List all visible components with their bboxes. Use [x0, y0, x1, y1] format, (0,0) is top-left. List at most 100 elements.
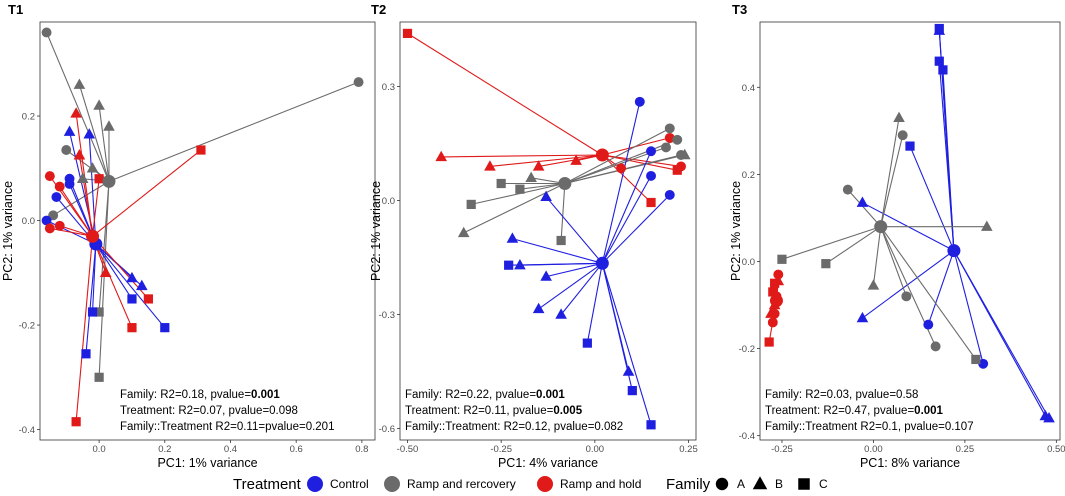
spider-line — [92, 236, 133, 328]
y-tick-label: 0.0 — [742, 257, 755, 268]
y-axis-label: PC2: 1% variance — [1, 181, 15, 281]
panel-t1: T1 0.0 0.2 0.4 0.6 0.8 0.2 0.0 -0.2 -0.4 PC1: 1% v… — [1, 2, 376, 470]
point-control-B — [514, 259, 526, 270]
point-control-C — [504, 260, 514, 270]
point-ramp_recovery-C — [94, 307, 104, 317]
point-ramp_hold-B — [435, 150, 448, 162]
y-tick-label: -0.4 — [739, 431, 755, 442]
point-ramp_recovery-A — [661, 142, 671, 153]
legend-key-control — [307, 476, 323, 492]
point-control-C — [934, 23, 944, 34]
stats-line: Treatment: R2=0.11, pvalue=0.005 — [405, 405, 583, 417]
spider-line — [601, 101, 641, 264]
legend-key-family-A — [715, 477, 729, 491]
spider-line — [601, 175, 652, 264]
y-tick-label: -0.6 — [379, 424, 395, 435]
x-tick-label: 0.0 — [93, 444, 106, 455]
point-control-B — [622, 365, 635, 376]
stats-segment: 0.001 — [251, 389, 280, 401]
point-ramp_hold-C — [196, 145, 206, 155]
point-ramp_recovery-B — [981, 220, 993, 231]
point-control-A — [64, 179, 75, 189]
y-axis-label: PC2: 1% variance — [729, 181, 743, 281]
point-ramp_hold-A — [616, 163, 627, 174]
stats-segment: 0.001 — [536, 389, 565, 401]
spider-line — [872, 226, 882, 286]
y-tick-label: -0.3 — [379, 310, 395, 321]
x-axis-label: PC1: 1% variance — [157, 456, 257, 470]
point-control-B — [1043, 412, 1055, 423]
legend-label-control: Control — [330, 477, 369, 491]
point-control-C — [938, 65, 948, 75]
stats-line: Family::Treatment R2=0.1, pvalue=0.107 — [765, 421, 974, 433]
spider-line — [781, 226, 881, 260]
point-control-B — [532, 302, 545, 314]
point-control-B — [856, 311, 869, 323]
point-ramp_recovery-C — [556, 235, 566, 246]
stats-line: Family: R2=0.22, pvalue=0.001 — [405, 389, 565, 401]
legend-label-family-A: A — [737, 477, 745, 491]
spider-line — [560, 183, 566, 241]
spider-line — [825, 226, 882, 265]
spider-line — [92, 178, 100, 237]
spider-line — [927, 250, 955, 325]
x-tick-label: -0.50 — [397, 444, 419, 455]
point-control-C — [646, 420, 656, 430]
point-control-C — [127, 294, 137, 304]
spider-line — [601, 263, 630, 372]
point-ramp_hold-C — [402, 28, 413, 38]
y-tick-label: -0.2 — [19, 321, 35, 332]
spider-line — [407, 32, 603, 156]
spider-lines — [407, 32, 685, 425]
point-control-C — [582, 338, 592, 348]
spider-line — [953, 250, 1050, 419]
data-points — [41, 27, 364, 427]
spider-line — [880, 226, 977, 360]
point-control-C — [160, 323, 170, 333]
point-ramp_hold-A — [769, 308, 780, 319]
spider-lines — [46, 32, 359, 422]
spider-line — [862, 250, 955, 319]
point-control-A — [51, 192, 62, 202]
spider-line — [512, 238, 603, 264]
spider-line — [92, 149, 202, 237]
y-tick-label: 0.0 — [22, 216, 35, 227]
spider-line — [489, 154, 603, 167]
point-ramp_recovery-B — [867, 279, 880, 290]
spider-line — [441, 154, 603, 158]
point-control-B — [540, 270, 552, 281]
point-ramp_recovery-C — [466, 199, 476, 209]
spider-line — [880, 135, 904, 227]
centroid-ramp_hold — [769, 294, 783, 308]
spider-line — [88, 134, 97, 245]
spider-line — [545, 262, 603, 278]
y-tick-label: 0.4 — [742, 83, 755, 94]
spider-line — [601, 194, 671, 264]
stats-segment: 0.005 — [553, 405, 582, 417]
spider-line — [847, 189, 882, 228]
point-ramp_hold-C — [768, 287, 778, 297]
point-ramp_recovery-A — [842, 184, 853, 195]
point-ramp_hold-C — [94, 174, 104, 184]
y-tick-label: -0.2 — [739, 344, 755, 355]
spider-line — [560, 262, 603, 315]
spider-line — [98, 105, 110, 182]
spider-line — [95, 243, 133, 300]
point-control-C — [905, 141, 915, 151]
stats-line: Treatment: R2=0.47, pvalue=0.001 — [765, 405, 944, 417]
spider-line — [471, 182, 565, 205]
point-ramp_hold-A — [767, 317, 778, 328]
point-control-A — [634, 96, 645, 107]
y-tick-label: 0.2 — [742, 170, 755, 181]
point-ramp_hold-A — [664, 132, 675, 143]
stats-segment: Treatment: R2=0.47, pvalue= — [765, 405, 914, 417]
point-control-A — [923, 319, 934, 330]
panel-t3: T3 -0.25 0.00 0.25 0.50 0.4 0.2 0.0 -0.2 -0.4 PC1:… — [729, 2, 1065, 470]
spider-line — [508, 262, 603, 266]
point-ramp_recovery-B — [76, 172, 89, 183]
centroid-control — [595, 256, 609, 270]
point-ramp_hold-A — [44, 171, 55, 182]
point-control-C — [81, 349, 91, 359]
point-ramp_recovery-C — [777, 254, 787, 264]
point-ramp_recovery-A — [897, 130, 908, 141]
